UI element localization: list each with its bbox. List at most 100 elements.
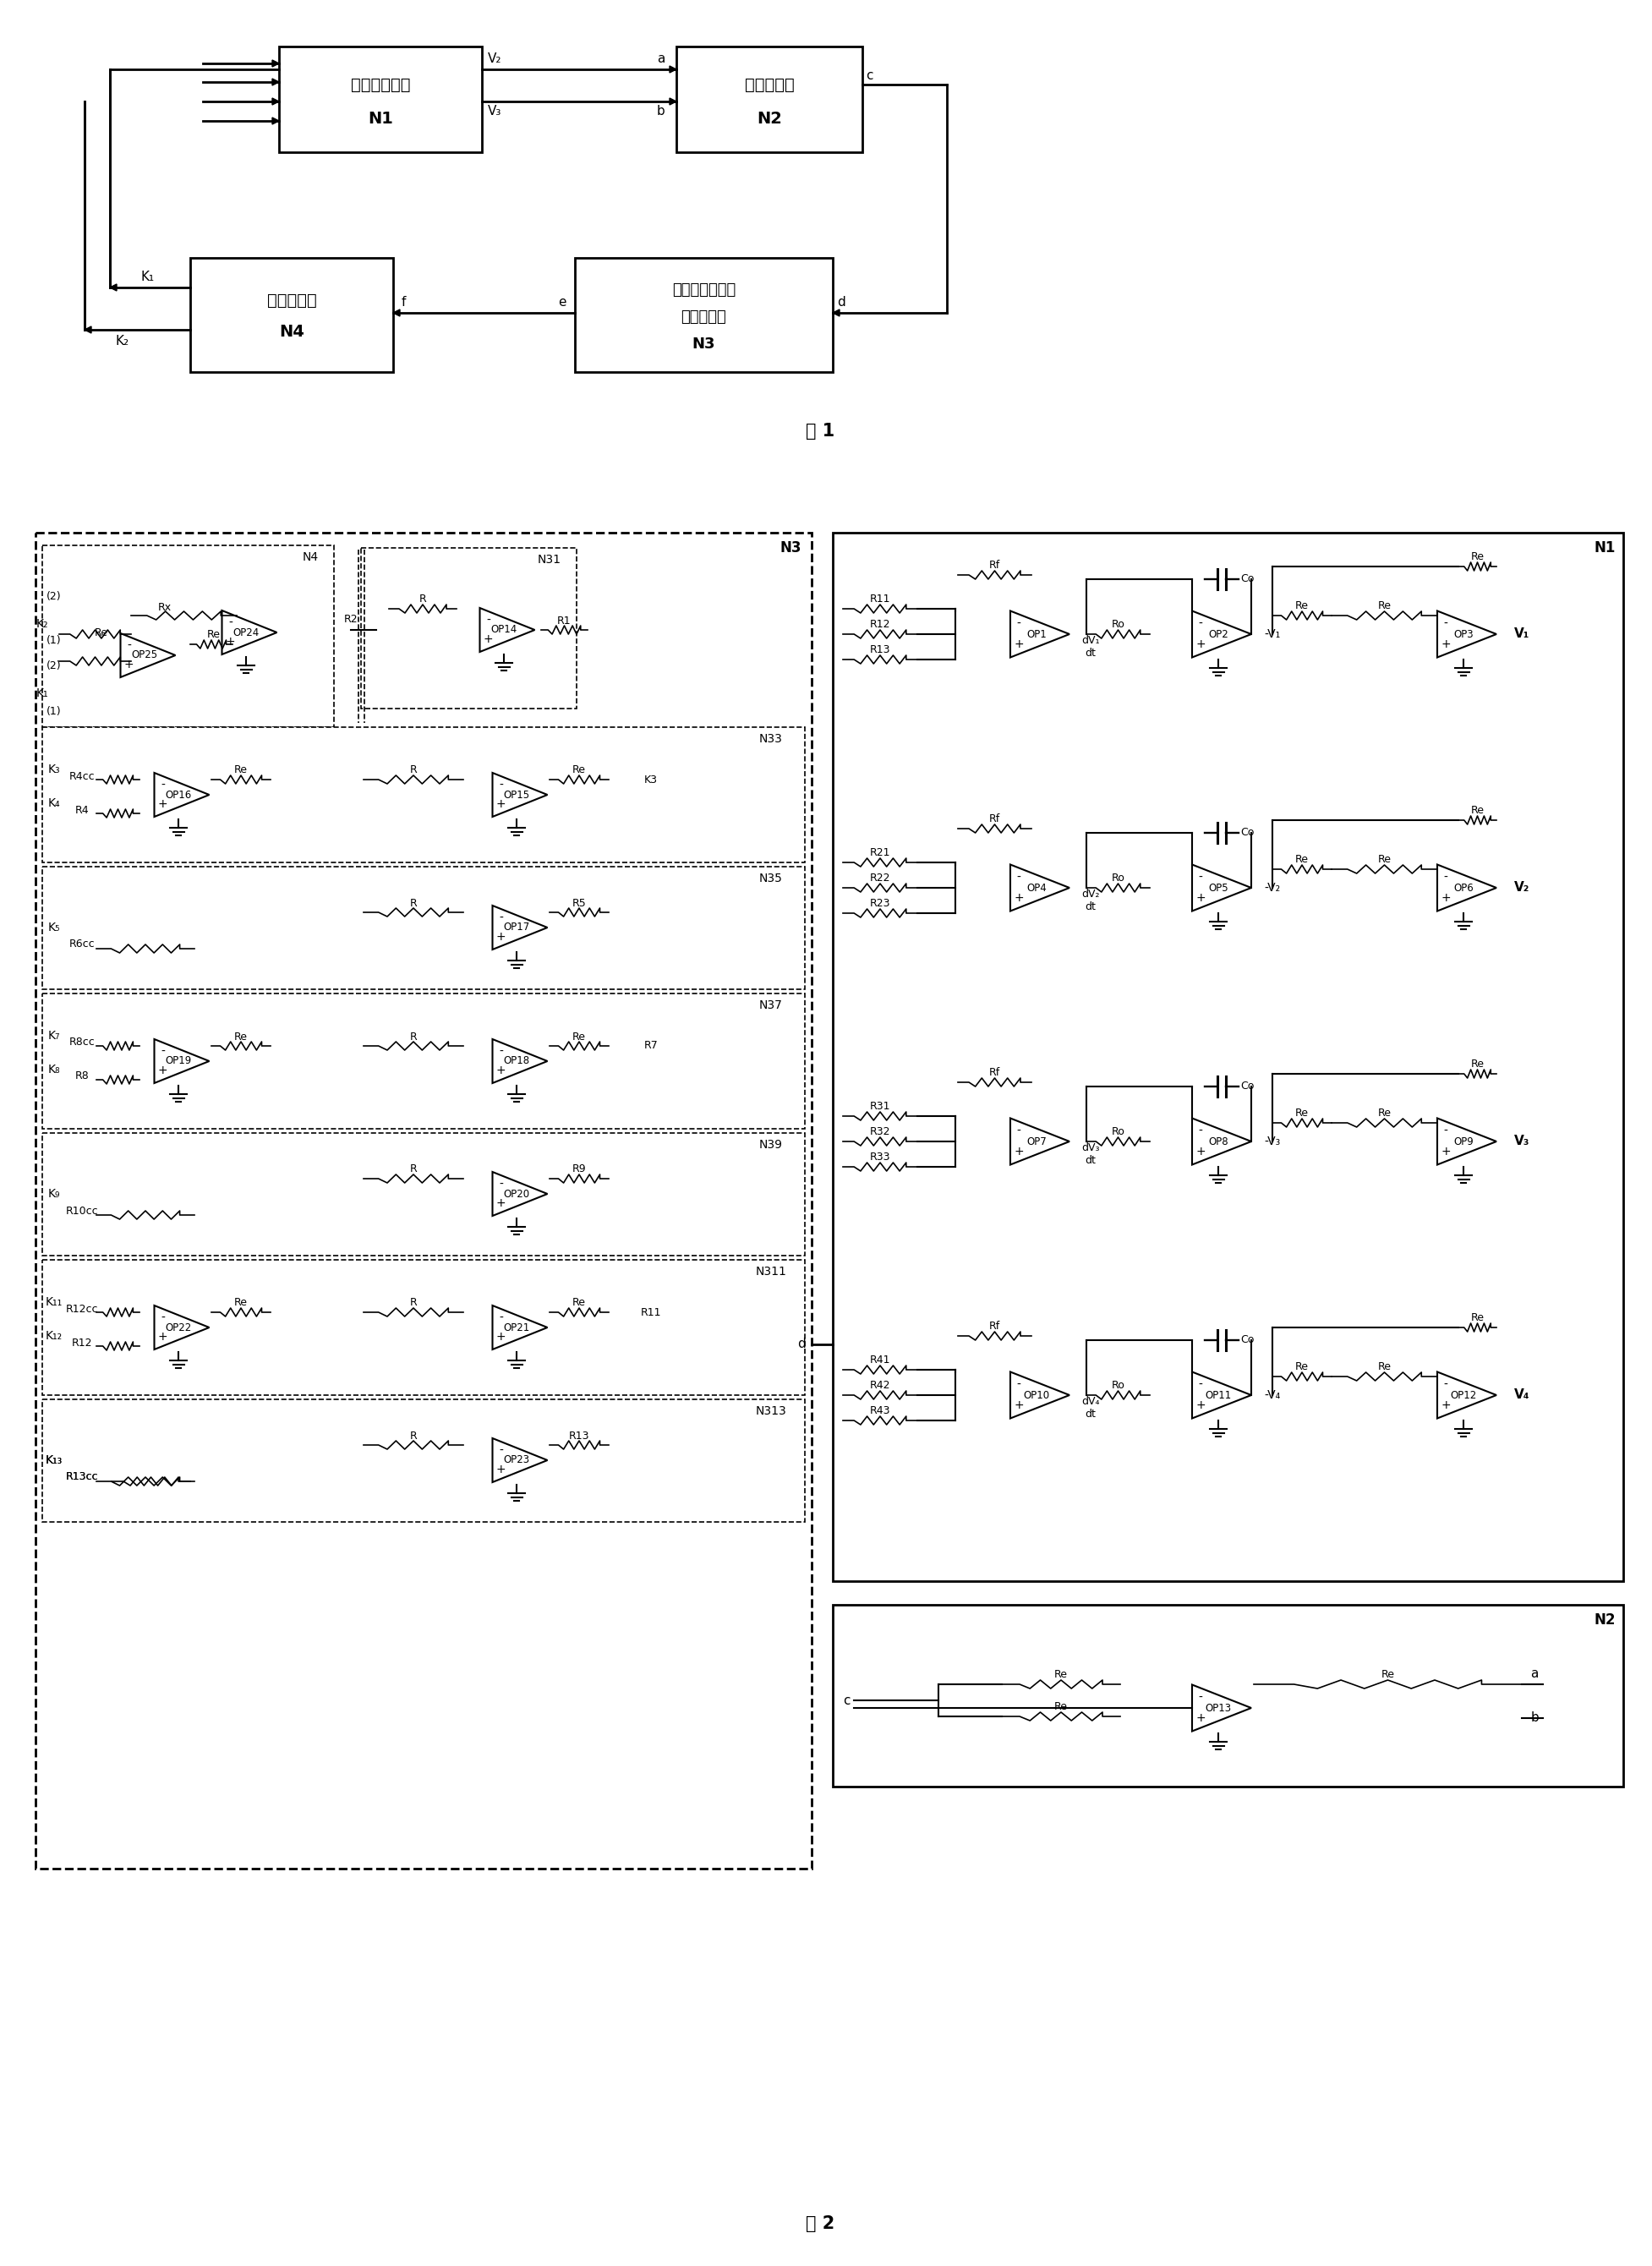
Text: Co: Co — [1241, 1335, 1254, 1346]
Text: V₃: V₃ — [1513, 1135, 1530, 1149]
Text: Re: Re — [1381, 1670, 1394, 1681]
Bar — [833, 533, 1624, 1582]
Text: -: - — [1198, 619, 1203, 630]
Text: OP20: OP20 — [504, 1187, 530, 1199]
Text: N2: N2 — [1594, 1613, 1616, 1627]
Text: OP10: OP10 — [1023, 1389, 1049, 1400]
Text: K₃: K₃ — [48, 764, 59, 775]
Text: N33: N33 — [760, 734, 783, 746]
Text: R5: R5 — [572, 897, 586, 909]
Text: Rf: Rf — [990, 560, 999, 571]
Text: b: b — [657, 104, 666, 118]
Text: R12: R12 — [869, 619, 890, 630]
Text: Re: Re — [572, 1031, 586, 1042]
Text: -: - — [1198, 1693, 1203, 1704]
Text: R12cc: R12cc — [66, 1303, 97, 1314]
Text: Re: Re — [1054, 1670, 1067, 1681]
Text: OP12: OP12 — [1450, 1389, 1477, 1400]
Polygon shape — [273, 97, 279, 104]
Text: (1): (1) — [46, 634, 61, 646]
Text: K₂: K₂ — [116, 335, 129, 349]
Text: f: f — [401, 297, 405, 308]
Text: R1: R1 — [557, 614, 572, 625]
Polygon shape — [669, 66, 676, 73]
Text: +: + — [1441, 1147, 1450, 1158]
Text: Re: Re — [235, 1031, 248, 1042]
Bar — [35, 533, 811, 1869]
Text: Re: Re — [572, 1298, 586, 1307]
Text: R4: R4 — [74, 804, 89, 816]
Text: c: c — [843, 1695, 849, 1709]
Text: R6cc: R6cc — [69, 938, 94, 949]
Text: K₈: K₈ — [48, 1063, 59, 1076]
Text: R41: R41 — [869, 1355, 890, 1366]
Text: R13cc: R13cc — [66, 1471, 97, 1482]
Text: OP8: OP8 — [1208, 1135, 1229, 1147]
Text: Re: Re — [206, 628, 221, 639]
Text: -: - — [160, 780, 165, 791]
Text: +: + — [159, 1065, 167, 1076]
Text: +: + — [1196, 1398, 1206, 1412]
Text: R: R — [410, 1298, 416, 1307]
Text: dV₄
dt: dV₄ dt — [1082, 1396, 1100, 1419]
Text: dV₁
dt: dV₁ dt — [1082, 634, 1100, 659]
Text: R: R — [420, 594, 426, 605]
Text: N3: N3 — [780, 539, 801, 555]
Text: Rf: Rf — [990, 813, 999, 825]
Text: R4cc: R4cc — [69, 770, 94, 782]
Text: N4: N4 — [279, 324, 304, 340]
Text: R9: R9 — [572, 1165, 586, 1174]
Text: Re: Re — [1378, 854, 1391, 866]
Text: OP19: OP19 — [165, 1056, 192, 1067]
Text: -: - — [1444, 1126, 1447, 1138]
Text: OP16: OP16 — [165, 789, 192, 800]
Text: -: - — [127, 639, 131, 653]
Text: N31: N31 — [537, 553, 562, 566]
Text: R33: R33 — [869, 1151, 890, 1162]
Text: -: - — [160, 1047, 165, 1058]
Text: OP18: OP18 — [504, 1056, 530, 1067]
Polygon shape — [111, 283, 117, 290]
Text: e: e — [558, 297, 567, 308]
Text: R43: R43 — [869, 1405, 890, 1416]
Text: Rf: Rf — [990, 1067, 999, 1079]
Text: -: - — [499, 1312, 502, 1323]
Text: (2): (2) — [46, 591, 61, 600]
Text: -: - — [499, 1178, 502, 1190]
Text: R11: R11 — [869, 594, 890, 605]
Text: a: a — [657, 52, 666, 66]
Text: K₇: K₇ — [48, 1029, 59, 1042]
Text: +: + — [159, 1330, 167, 1344]
Text: -: - — [228, 616, 233, 630]
Text: Re: Re — [1295, 1108, 1308, 1119]
Bar — [279, 48, 482, 152]
Bar — [43, 993, 805, 1128]
Text: Ro: Ro — [1112, 1380, 1125, 1391]
Text: OP25: OP25 — [132, 650, 157, 662]
Text: +: + — [1441, 1398, 1450, 1412]
Text: +: + — [496, 1464, 506, 1475]
Text: -: - — [1444, 872, 1447, 884]
Text: -: - — [1016, 872, 1021, 884]
Text: -: - — [1198, 872, 1203, 884]
Text: K3: K3 — [644, 775, 657, 784]
Bar — [43, 1133, 805, 1255]
Text: -V₄: -V₄ — [1264, 1389, 1280, 1400]
Text: -: - — [1444, 619, 1447, 630]
Text: R: R — [410, 1031, 416, 1042]
Text: (1): (1) — [46, 707, 61, 718]
Text: OP23: OP23 — [504, 1455, 530, 1466]
Text: b: b — [1530, 1711, 1538, 1724]
Text: Co: Co — [1241, 1081, 1254, 1092]
Text: +: + — [1014, 639, 1024, 650]
Text: Re: Re — [1378, 1108, 1391, 1119]
Text: Re: Re — [94, 628, 109, 639]
Text: R21: R21 — [869, 847, 890, 859]
Text: R13: R13 — [869, 646, 890, 655]
Text: -: - — [1016, 1380, 1021, 1391]
Text: (2): (2) — [46, 662, 61, 671]
Text: Re: Re — [1295, 600, 1308, 612]
Text: +: + — [496, 1196, 506, 1210]
Text: OP2: OP2 — [1208, 628, 1229, 639]
Text: K₅: K₅ — [48, 922, 59, 934]
